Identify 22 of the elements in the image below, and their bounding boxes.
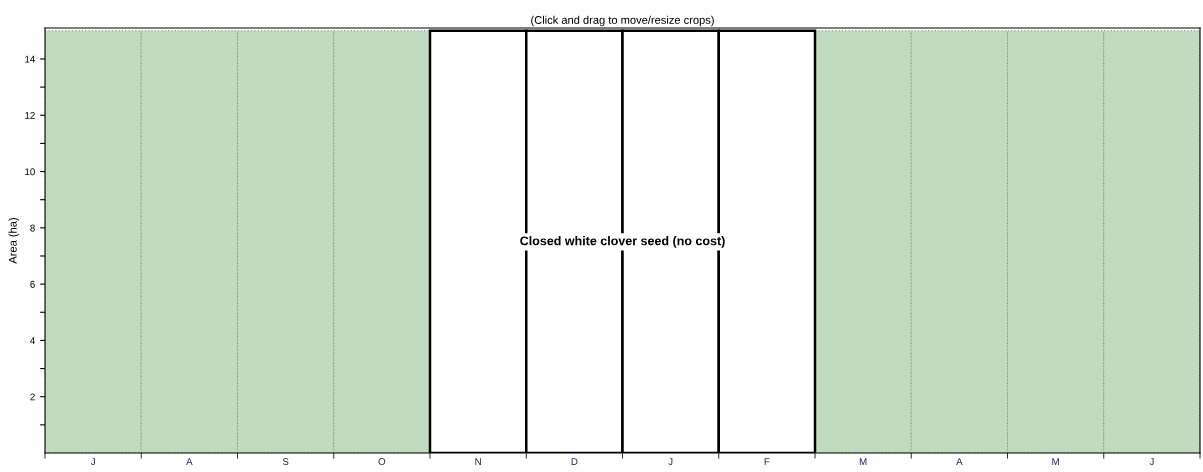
x-tick-label: S: [282, 458, 289, 465]
y-tick-label: 4: [30, 337, 35, 344]
y-tick-label: 8: [30, 224, 35, 232]
x-tick-label: M: [859, 458, 867, 465]
x-tick-label: N: [475, 458, 481, 465]
x-tick-label: A: [956, 458, 963, 465]
y-tick-label: 12: [25, 111, 35, 119]
y-tick-label: 6: [30, 280, 35, 288]
x-tick-label: O: [378, 458, 386, 465]
x-tick-label: M: [1052, 458, 1059, 465]
x-tick-label: J: [1149, 458, 1154, 465]
y-tick-label: 14: [25, 55, 35, 63]
series-label: Closed white clover seed (no cost): [520, 236, 725, 248]
y-tick-label: 10: [25, 168, 35, 176]
x-tick-label: J: [668, 458, 673, 465]
x-tick-label: D: [571, 458, 578, 465]
x-tick-label: A: [186, 458, 193, 465]
x-tick-label: J: [90, 458, 95, 465]
y-tick-label: 2: [30, 393, 35, 401]
y-axis-title: Area (ha): [8, 218, 19, 264]
x-tick-label: F: [764, 458, 770, 465]
chart-title: (Click and drag to move/resize crops): [531, 15, 714, 27]
